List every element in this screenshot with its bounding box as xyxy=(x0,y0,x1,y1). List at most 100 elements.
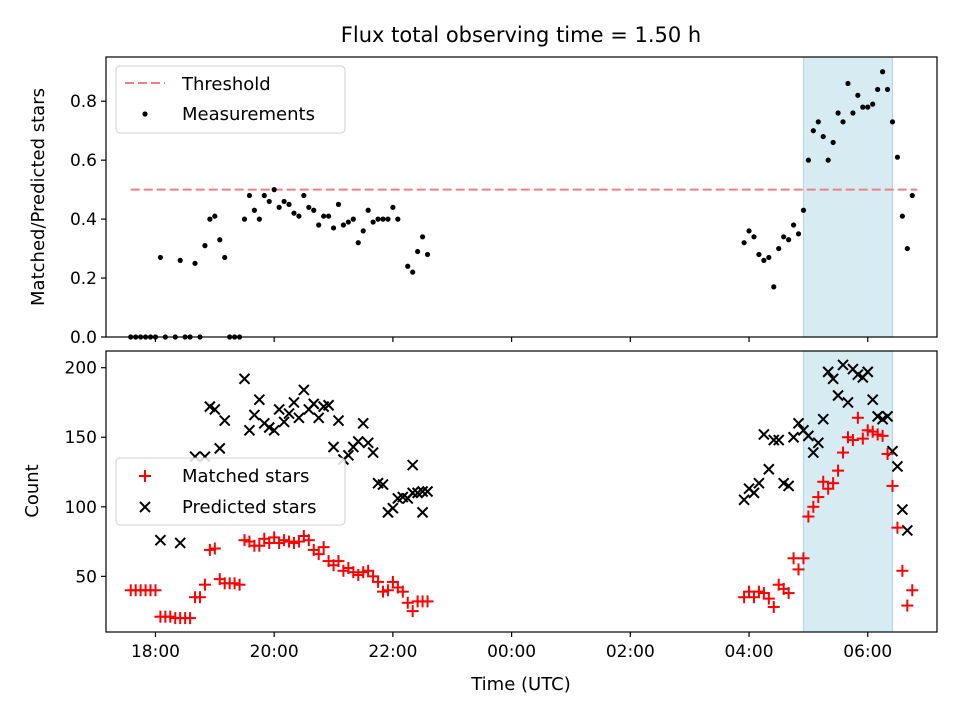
measurement-point xyxy=(266,198,272,205)
matched-point xyxy=(851,411,864,424)
measurement-point xyxy=(790,222,797,228)
matched-point xyxy=(797,552,810,565)
predicted-point xyxy=(214,442,226,455)
measurement-point xyxy=(177,257,183,263)
top-x-ticks xyxy=(154,337,869,342)
predicted-stars-series xyxy=(154,359,914,549)
measurement-point xyxy=(306,204,312,210)
predicted-point xyxy=(154,534,167,546)
legend-threshold-label: Threshold xyxy=(181,74,271,95)
predicted-point xyxy=(738,494,750,506)
measurement-point xyxy=(207,216,213,222)
measurement-point xyxy=(820,133,826,140)
bottom-y-tick-label: 50 xyxy=(75,567,97,587)
top-panel: 0.00.20.40.60.8 Matched/Predicted stars … xyxy=(28,56,938,348)
x-tick-label: 22:00 xyxy=(368,642,417,662)
top-y-tick-label: 0.6 xyxy=(70,151,97,171)
bottom-y-tick-label: 200 xyxy=(65,359,97,379)
predicted-point xyxy=(827,373,839,385)
predicted-point xyxy=(352,435,364,448)
predicted-point xyxy=(807,446,820,459)
predicted-point xyxy=(881,410,894,423)
measurement-point xyxy=(855,92,861,98)
predicted-point xyxy=(278,416,290,428)
measurement-point xyxy=(291,210,297,216)
matched-point xyxy=(876,429,889,442)
predicted-point xyxy=(312,412,325,424)
matched-point xyxy=(762,592,775,605)
matched-point xyxy=(891,521,904,534)
matched-point xyxy=(396,585,409,598)
predicted-point xyxy=(288,396,300,409)
measurement-point xyxy=(202,243,208,249)
predicted-point xyxy=(253,393,266,406)
predicted-point xyxy=(283,407,295,420)
measurement-point xyxy=(311,207,317,213)
measurement-point xyxy=(192,260,198,266)
predicted-point xyxy=(416,485,429,498)
measurement-point xyxy=(271,187,277,193)
predicted-point xyxy=(362,437,374,449)
measurement-point xyxy=(330,225,337,231)
matched-point xyxy=(233,578,246,591)
matched-point xyxy=(421,595,434,608)
matched-point xyxy=(406,605,419,618)
measurement-point xyxy=(746,228,752,234)
measurement-point xyxy=(241,216,248,222)
measurement-point xyxy=(909,192,915,199)
bottom-plot-frame xyxy=(105,350,938,633)
predicted-point xyxy=(174,537,186,549)
legend-measurements-label: Measurements xyxy=(182,104,315,125)
predicted-point xyxy=(891,460,904,473)
predicted-point xyxy=(342,449,355,462)
legend-predicted-label: Predicted stars xyxy=(182,497,316,518)
predicted-point xyxy=(293,412,305,424)
predicted-point xyxy=(209,403,221,416)
measurement-point xyxy=(419,234,426,240)
matched-point xyxy=(332,555,345,568)
matched-point xyxy=(886,479,899,492)
top-y-tick-label: 0.2 xyxy=(70,269,97,289)
measurement-point xyxy=(800,207,807,213)
measurement-point xyxy=(276,204,282,210)
measurement-point xyxy=(370,219,376,225)
x-tick-label: 06:00 xyxy=(843,642,892,662)
predicted-point xyxy=(837,359,849,371)
matched-point xyxy=(302,534,315,547)
measurement-point xyxy=(766,254,772,261)
measurement-point xyxy=(870,101,876,107)
measurement-point xyxy=(865,104,871,110)
x-tick-label: 00:00 xyxy=(487,642,536,662)
predicted-point xyxy=(357,417,369,430)
matched-point xyxy=(802,510,815,523)
measurement-point xyxy=(825,157,831,163)
matched-point xyxy=(906,584,919,597)
measurement-point xyxy=(904,245,910,252)
measurement-point xyxy=(781,234,787,240)
measurement-point xyxy=(850,110,856,116)
predicted-point xyxy=(332,414,345,427)
measurement-point xyxy=(350,216,356,222)
predicted-point xyxy=(748,487,760,499)
measurement-point xyxy=(222,254,228,261)
measurement-point xyxy=(410,269,416,275)
measurement-point xyxy=(879,69,886,75)
legend-measurements-marker xyxy=(142,111,148,117)
measurement-point xyxy=(786,237,792,243)
bottom-y-tick-label: 150 xyxy=(65,428,97,448)
x-tick-label: 04:00 xyxy=(725,642,774,662)
top-y-axis-label: Matched/Predicted stars xyxy=(28,88,49,306)
top-legend: Threshold Measurements xyxy=(115,65,346,134)
predicted-point xyxy=(377,478,389,491)
measurement-point xyxy=(889,119,896,125)
measurement-point xyxy=(756,251,762,258)
measurement-point xyxy=(405,263,411,269)
predicted-point xyxy=(896,503,909,516)
measurement-point xyxy=(385,216,391,222)
matched-point xyxy=(817,475,830,488)
chart-title: Flux total observing time = 1.50 h xyxy=(341,23,701,47)
predicted-point xyxy=(866,393,879,406)
measurement-point xyxy=(325,213,332,219)
predicted-point xyxy=(298,384,310,396)
measurement-point xyxy=(884,86,891,93)
